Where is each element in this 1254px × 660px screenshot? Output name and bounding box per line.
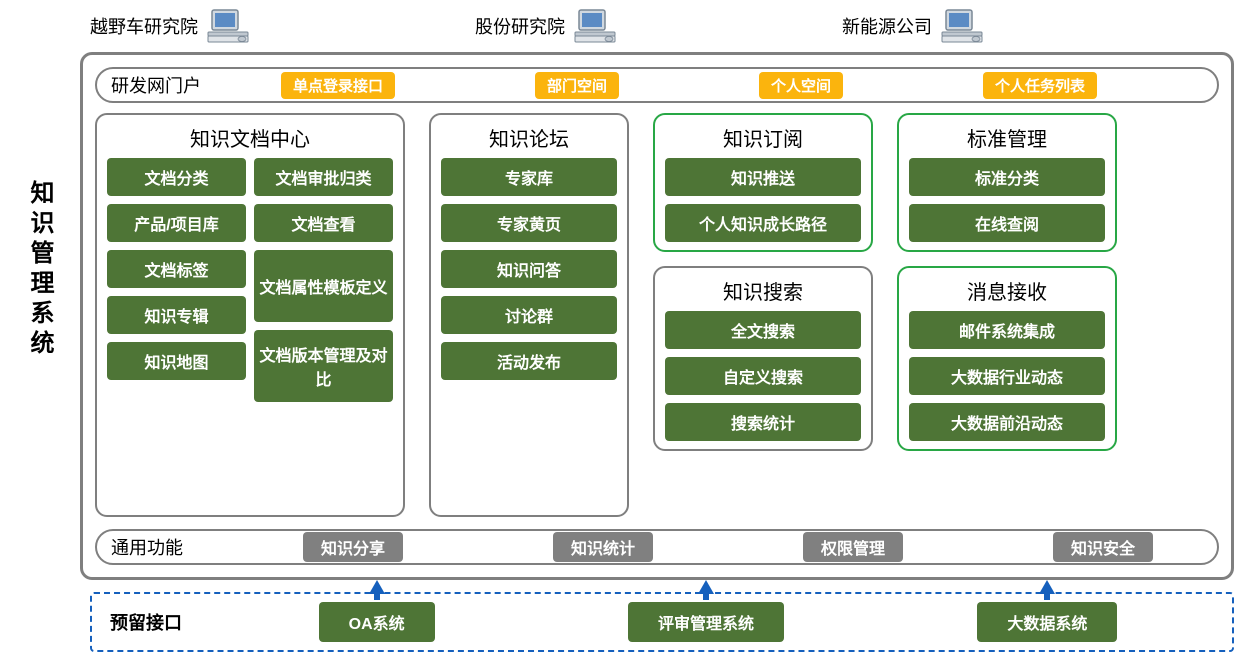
sys-oa: OA系统 (319, 602, 435, 642)
entity-newenergy: 新能源公司 (842, 8, 984, 44)
entity-offroad: 越野车研究院 (90, 8, 250, 44)
computer-icon (940, 8, 984, 44)
arrow-up-icon (1039, 580, 1055, 594)
reserved-systems: OA系统 评审管理系统 大数据系统 (222, 602, 1214, 642)
btn-discuss-group: 讨论群 (441, 296, 617, 334)
module-title: 消息接收 (909, 276, 1105, 305)
module-message: 消息接收 邮件系统集成 大数据行业动态 大数据前沿动态 (897, 266, 1117, 451)
tag-permission: 权限管理 (803, 532, 903, 562)
modules-row: 知识文档中心 文档分类 产品/项目库 文档标签 知识专辑 知识地图 文档审批归类… (95, 113, 1219, 517)
module-title: 标准管理 (909, 123, 1105, 152)
btn-doc-tag: 文档标签 (107, 250, 246, 288)
btn-knowledge-map: 知识地图 (107, 342, 246, 380)
tag-security: 知识安全 (1053, 532, 1153, 562)
module-title: 知识论坛 (441, 123, 617, 152)
btn-doc-version: 文档版本管理及对比 (254, 330, 393, 402)
system-title: 知识管理系统 (22, 180, 57, 360)
btn-expert-yellow: 专家黄页 (441, 204, 617, 242)
btn-doc-attr-template: 文档属性模板定义 (254, 250, 393, 322)
btn-custom-search: 自定义搜索 (665, 357, 861, 395)
common-bar: 通用功能 知识分享 知识统计 权限管理 知识安全 (95, 529, 1219, 565)
portal-tags: 单点登录接口 部门空间 个人空间 个人任务列表 (281, 72, 1203, 99)
computer-icon (206, 8, 250, 44)
portal-bar: 研发网门户 单点登录接口 部门空间 个人空间 个人任务列表 (95, 67, 1219, 103)
tag-share: 知识分享 (303, 532, 403, 562)
btn-product-lib: 产品/项目库 (107, 204, 246, 242)
main-container: 研发网门户 单点登录接口 部门空间 个人空间 个人任务列表 知识文档中心 文档分… (80, 52, 1234, 580)
module-title: 知识搜索 (665, 276, 861, 305)
btn-activity-publish: 活动发布 (441, 342, 617, 380)
btn-qa: 知识问答 (441, 250, 617, 288)
tag-stats: 知识统计 (553, 532, 653, 562)
arrow-up-icon (369, 580, 385, 594)
sys-review: 评审管理系统 (628, 602, 784, 642)
btn-expert-lib: 专家库 (441, 158, 617, 196)
doc-col-right: 文档审批归类 文档查看 文档属性模板定义 文档版本管理及对比 (254, 158, 393, 402)
right-stack-1: 知识订阅 知识推送 个人知识成长路径 知识搜索 全文搜索 自定义搜索 搜索统计 (653, 113, 873, 517)
btn-doc-view: 文档查看 (254, 204, 393, 242)
reserved-label: 预留接口 (110, 609, 182, 635)
sys-bigdata: 大数据系统 (977, 602, 1117, 642)
module-forum: 知识论坛 专家库 专家黄页 知识问答 讨论群 活动发布 (429, 113, 629, 517)
module-title: 知识文档中心 (107, 123, 393, 152)
portal-label: 研发网门户 (111, 72, 201, 98)
tag-task-list: 个人任务列表 (983, 72, 1097, 99)
btn-bigdata-frontier: 大数据前沿动态 (909, 403, 1105, 441)
sys-label: 大数据系统 (1007, 616, 1087, 633)
btn-knowledge-album: 知识专辑 (107, 296, 246, 334)
sys-label: 评审管理系统 (658, 616, 754, 633)
entity-label: 越野车研究院 (90, 13, 198, 39)
module-doc-center: 知识文档中心 文档分类 产品/项目库 文档标签 知识专辑 知识地图 文档审批归类… (95, 113, 405, 517)
right-stack-2: 标准管理 标准分类 在线查阅 消息接收 邮件系统集成 大数据行业动态 大数据前沿… (897, 113, 1117, 517)
module-standard: 标准管理 标准分类 在线查阅 (897, 113, 1117, 252)
module-search: 知识搜索 全文搜索 自定义搜索 搜索统计 (653, 266, 873, 451)
sys-label: OA系统 (349, 616, 405, 633)
btn-doc-category: 文档分类 (107, 158, 246, 196)
arrow-up-icon (698, 580, 714, 594)
tag-sso: 单点登录接口 (281, 72, 395, 99)
btn-doc-approve: 文档审批归类 (254, 158, 393, 196)
common-label: 通用功能 (111, 534, 183, 560)
doc-col-left: 文档分类 产品/项目库 文档标签 知识专辑 知识地图 (107, 158, 246, 402)
btn-std-category: 标准分类 (909, 158, 1105, 196)
entity-label: 新能源公司 (842, 13, 932, 39)
top-entities-row: 越野车研究院 股份研究院 新能源公司 (90, 8, 1224, 44)
btn-search-stats: 搜索统计 (665, 403, 861, 441)
entity-shares: 股份研究院 (475, 8, 617, 44)
module-subscribe: 知识订阅 知识推送 个人知识成长路径 (653, 113, 873, 252)
computer-icon (573, 8, 617, 44)
btn-bigdata-industry: 大数据行业动态 (909, 357, 1105, 395)
btn-online-view: 在线查阅 (909, 204, 1105, 242)
btn-mail-integrate: 邮件系统集成 (909, 311, 1105, 349)
common-tags: 知识分享 知识统计 权限管理 知识安全 (303, 532, 1203, 562)
reserved-interface-box: 预留接口 OA系统 评审管理系统 大数据系统 (90, 592, 1234, 652)
tag-personal-space: 个人空间 (759, 72, 843, 99)
entity-label: 股份研究院 (475, 13, 565, 39)
btn-fulltext-search: 全文搜索 (665, 311, 861, 349)
tag-dept-space: 部门空间 (535, 72, 619, 99)
module-title: 知识订阅 (665, 123, 861, 152)
btn-push: 知识推送 (665, 158, 861, 196)
btn-growth-path: 个人知识成长路径 (665, 204, 861, 242)
doc-grid: 文档分类 产品/项目库 文档标签 知识专辑 知识地图 文档审批归类 文档查看 文… (107, 158, 393, 402)
